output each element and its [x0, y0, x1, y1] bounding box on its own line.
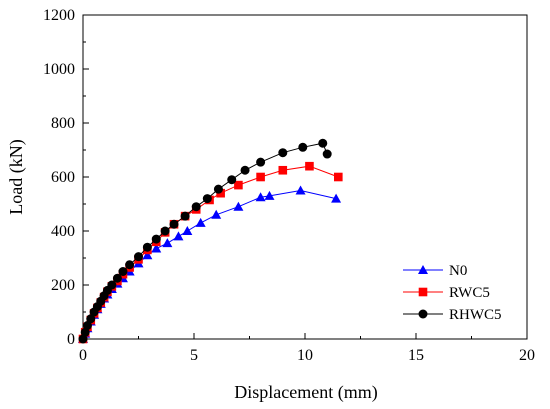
- data-point-rhwc5: [160, 226, 170, 236]
- series-layer: [78, 138, 343, 344]
- data-point-rhwc5: [80, 327, 90, 337]
- data-point-rhwc5: [202, 194, 212, 204]
- y-tick-label: 200: [51, 277, 75, 294]
- data-point-rhwc5: [142, 242, 152, 252]
- y-tick-label: 600: [51, 169, 75, 186]
- data-point-rhwc5: [118, 267, 128, 276]
- data-point-n0: [295, 185, 306, 195]
- data-point-rhwc5: [318, 138, 328, 148]
- x-tick-label: 15: [408, 347, 424, 364]
- data-point-rhwc5: [256, 157, 266, 167]
- data-point-rhwc5: [227, 175, 237, 185]
- y-axis-label: Load (kN): [6, 139, 27, 214]
- series-line-rhwc5: [82, 142, 328, 340]
- y-tick-label: 1000: [43, 61, 75, 78]
- data-point-n0: [233, 201, 244, 211]
- data-point-rhwc5: [169, 219, 179, 229]
- data-point-rhwc5: [151, 234, 161, 244]
- data-point-rhwc5: [240, 165, 250, 175]
- data-point-rhwc5: [125, 260, 135, 270]
- x-tick-label: 5: [190, 347, 198, 364]
- data-point-rwc5: [256, 172, 265, 182]
- series-line-n0: [82, 189, 337, 340]
- data-point-rhwc5: [298, 142, 308, 152]
- data-point-n0: [211, 209, 222, 219]
- data-point-n0: [162, 238, 173, 248]
- data-point-n0: [142, 250, 153, 260]
- series-n0: [78, 185, 342, 343]
- x-tick-label: 20: [519, 347, 535, 364]
- legend-marker-rwc5: [418, 287, 428, 297]
- legend: N0 RWC5 RHWC5: [403, 263, 502, 323]
- legend-label-rwc5: RWC5: [449, 285, 490, 301]
- data-point-rwc5: [305, 161, 314, 171]
- x-axis-label: Displacement (mm): [234, 382, 377, 403]
- data-point-rwc5: [334, 172, 343, 182]
- data-point-n0: [264, 190, 275, 200]
- series-rhwc5: [78, 138, 332, 344]
- y-tick-label: 400: [51, 223, 75, 240]
- data-point-rwc5: [278, 165, 288, 175]
- data-point-rhwc5: [213, 184, 223, 194]
- data-point-n0: [255, 192, 266, 202]
- x-tick-label: 0: [79, 347, 87, 364]
- data-point-rhwc5: [191, 202, 201, 212]
- legend-marker-n0: [418, 265, 428, 274]
- data-point-rhwc5: [180, 211, 190, 221]
- legend-label-rhwc5: RHWC5: [449, 307, 502, 323]
- series-rwc5: [78, 161, 343, 344]
- y-tick-label: 1200: [43, 7, 75, 24]
- data-point-rwc5: [216, 188, 225, 198]
- data-point-rhwc5: [322, 149, 332, 159]
- y-tick-label: 800: [51, 115, 75, 132]
- data-point-n0: [173, 231, 184, 241]
- data-point-rhwc5: [107, 280, 117, 290]
- data-point-rwc5: [234, 180, 243, 190]
- data-point-rhwc5: [78, 334, 88, 344]
- data-point-n0: [182, 226, 193, 235]
- x-tick-label: 10: [297, 347, 313, 364]
- y-tick-label: 0: [67, 331, 75, 348]
- legend-marker-rhwc5: [418, 309, 428, 319]
- data-point-rhwc5: [86, 314, 96, 324]
- data-point-rhwc5: [134, 252, 143, 262]
- data-point-n0: [195, 217, 206, 227]
- legend-label-n0: N0: [449, 263, 467, 279]
- data-point-rhwc5: [278, 148, 288, 158]
- data-point-rhwc5: [82, 321, 92, 330]
- data-point-rhwc5: [112, 273, 122, 283]
- data-point-n0: [151, 243, 162, 253]
- data-point-n0: [331, 193, 342, 203]
